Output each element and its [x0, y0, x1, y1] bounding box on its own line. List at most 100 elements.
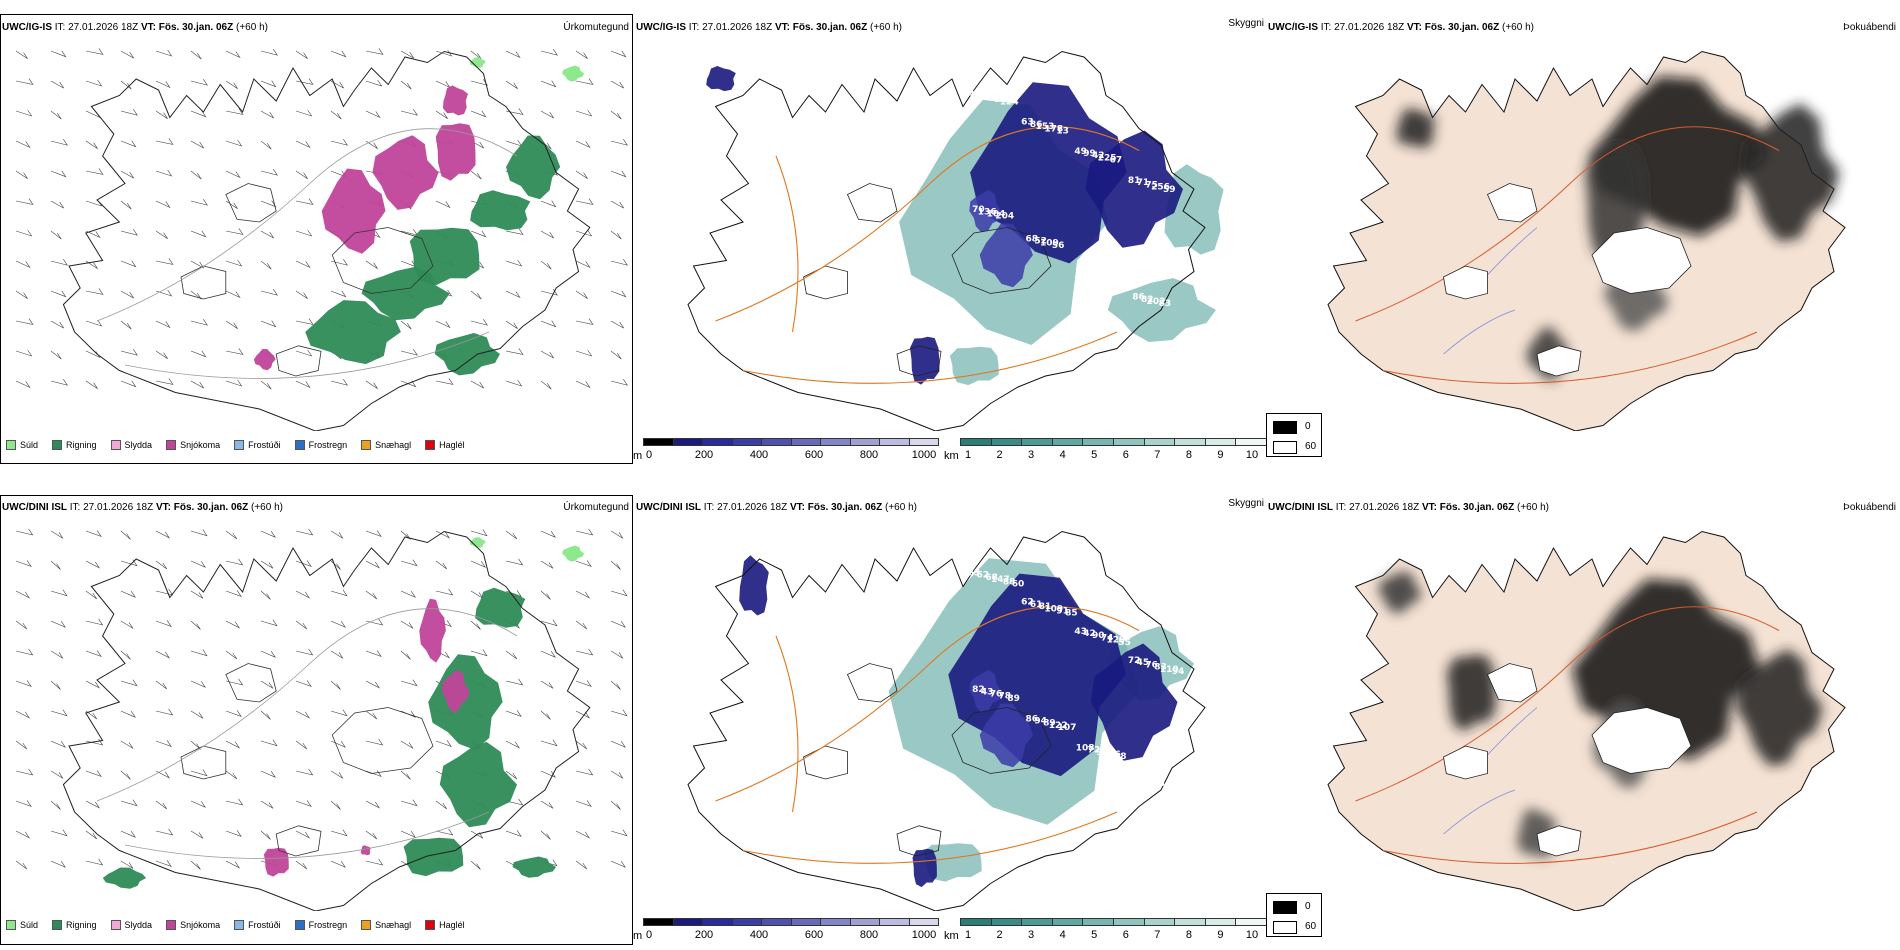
cloud-base-label: 86 — [1026, 714, 1039, 724]
cloud-base-label: 143 — [1164, 781, 1183, 791]
cloud-base-label: 46 — [985, 93, 998, 103]
wind-barb — [50, 230, 62, 240]
wind-barb — [610, 259, 628, 266]
wind-barb — [50, 200, 64, 209]
wind-barb — [50, 860, 67, 868]
rain-area — [470, 190, 531, 231]
ceiling-area — [979, 703, 1033, 768]
cloud-base-label: 109 — [1044, 604, 1063, 614]
low-ceiling-area — [739, 555, 769, 616]
wind-barb — [540, 49, 558, 56]
wind-barb — [155, 378, 174, 385]
wind-barb — [155, 200, 171, 209]
vt-label: VT: — [1406, 22, 1422, 33]
wind-barb — [225, 620, 241, 629]
wind-barb — [120, 200, 132, 210]
wind-barb — [50, 259, 68, 266]
cloud-base-label: 60 — [1012, 580, 1025, 590]
cloud-base-label: 88 — [1003, 577, 1016, 587]
wind-barb — [400, 349, 418, 356]
fog-area — [1378, 571, 1422, 614]
low-ceiling-area — [910, 336, 940, 385]
wind-barb — [610, 650, 624, 659]
legend-label: Frostúði — [248, 920, 281, 930]
cloud-base-label: 67 — [1110, 156, 1123, 166]
wind-barb — [365, 738, 384, 746]
wind-barb — [85, 530, 102, 537]
wind-barb — [505, 320, 518, 329]
legend-label: Haglél — [439, 440, 465, 450]
legend-swatch — [166, 440, 177, 450]
wind-barb — [190, 529, 208, 537]
wind-barb — [155, 138, 174, 145]
wind-barb — [260, 560, 274, 569]
cloud-base-label: 136 — [978, 207, 997, 217]
fog-legend-label: 60 — [1305, 921, 1317, 932]
snow-area — [442, 85, 468, 116]
wind-barb — [155, 620, 172, 627]
scale-segment — [1051, 918, 1084, 926]
wind-barb — [15, 860, 28, 870]
wind-barb — [540, 200, 557, 208]
wind-barb — [470, 110, 487, 118]
scale-segment — [1113, 918, 1145, 926]
wind-barb — [295, 290, 308, 299]
glacier-outline — [951, 227, 1052, 294]
low-ceiling-area — [1085, 130, 1183, 248]
wind-barb — [575, 680, 592, 687]
scale-segment — [1021, 438, 1053, 446]
wind-barb — [85, 260, 98, 269]
wind-barb — [540, 619, 558, 627]
cloud-base-label: 256 — [1151, 183, 1170, 193]
wind-barb — [155, 560, 168, 570]
wind-barb — [330, 530, 344, 539]
wind-barb — [610, 680, 621, 690]
fog-title: Þokuábendi — [1843, 502, 1896, 513]
snow-area — [441, 669, 470, 713]
legend-label: Frostregn — [308, 440, 348, 450]
it-label: IT: — [69, 502, 81, 513]
wind-barb — [295, 198, 314, 205]
wind-barb — [575, 830, 591, 839]
cloud-base-label: 107 — [1058, 723, 1077, 733]
legend-swatch — [294, 920, 305, 930]
cloud-base-label: 76 — [990, 690, 1003, 700]
it-label: IT: — [54, 22, 66, 33]
rain-area — [409, 227, 480, 286]
rain-area — [439, 741, 517, 828]
wind-barb — [540, 770, 557, 778]
wind-barb — [575, 109, 593, 117]
glacier-outline — [1443, 265, 1488, 300]
wind-barb — [260, 380, 272, 390]
model-name: UWC/DINI ISL — [1268, 502, 1333, 513]
wind-barb — [225, 50, 241, 59]
wind-barb — [260, 590, 271, 600]
wind-barb — [400, 50, 414, 59]
wind-barb — [540, 530, 557, 538]
fog-title: Þokuábendi — [1843, 22, 1896, 33]
wind-barb — [85, 319, 103, 327]
low-ceiling-area — [912, 848, 937, 888]
wind-barb — [365, 79, 383, 87]
wind-barb — [260, 169, 278, 176]
cloud-base-label: 83 — [1154, 663, 1167, 673]
wind-barb — [50, 620, 67, 628]
wind-barb — [15, 229, 33, 237]
scale-segment — [672, 918, 703, 926]
wind-barb — [540, 590, 551, 600]
wind-barb — [365, 380, 378, 389]
cloud-base-label: 78 — [999, 692, 1012, 702]
wind-barb — [400, 109, 418, 116]
scale-segment — [1235, 918, 1267, 926]
legend-swatch — [52, 920, 63, 930]
cloud-base-label: 84 — [1159, 779, 1172, 789]
wind-barb — [330, 50, 347, 58]
scale-tick-label: 400 — [749, 449, 769, 461]
glacier-outline — [846, 663, 898, 703]
glacier-outline — [225, 183, 277, 223]
wind-barb — [120, 140, 137, 148]
cloud-base-label: 86 — [1030, 120, 1043, 130]
scale-segment — [790, 918, 821, 926]
scale-tick-label: 6 — [1122, 929, 1129, 941]
wind-barb — [50, 110, 62, 120]
